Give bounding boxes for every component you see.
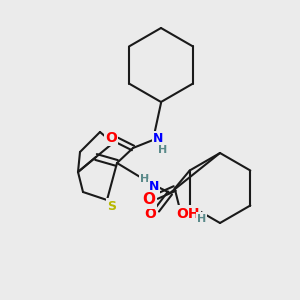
Text: H: H [140,174,150,184]
Text: O: O [142,192,155,207]
Text: S: S [107,200,116,212]
Text: H: H [158,145,168,155]
Text: O: O [144,207,156,221]
Text: H: H [197,214,206,224]
Text: N: N [149,181,159,194]
Text: N: N [153,133,163,146]
Text: OH: OH [176,206,200,220]
Text: O: O [105,131,117,145]
